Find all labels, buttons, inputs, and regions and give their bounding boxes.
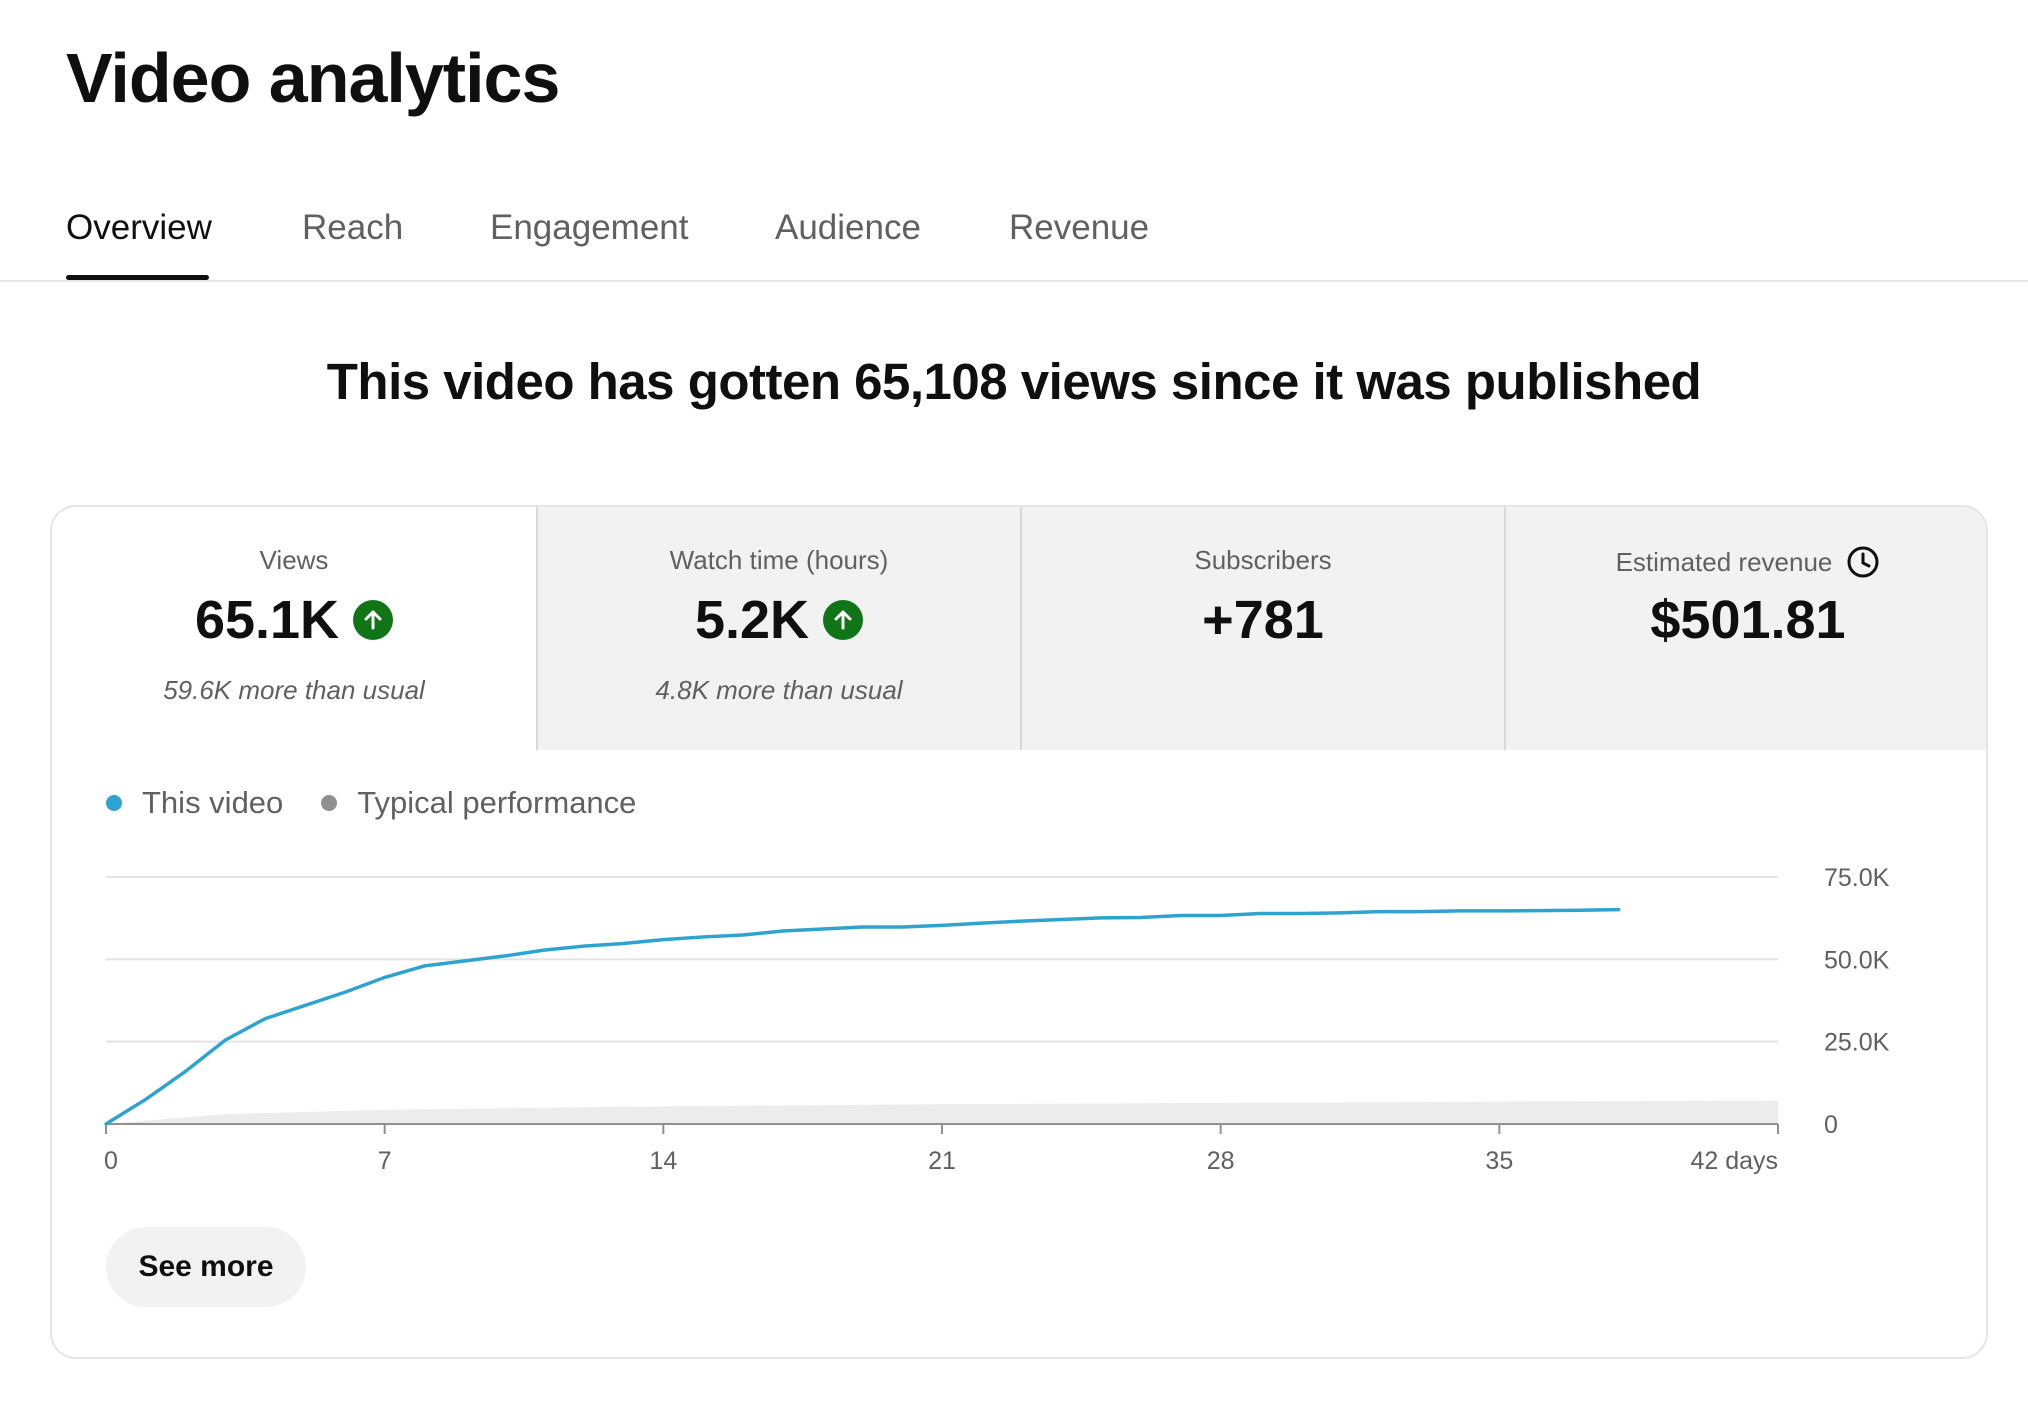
metric-label-row: Estimated revenue xyxy=(1506,545,1986,579)
legend-item-this-video: This video xyxy=(106,785,283,821)
tab-revenue[interactable]: Revenue xyxy=(1009,208,1150,247)
x-tick-label: 7 xyxy=(378,1147,392,1175)
metric-value: +781 xyxy=(1202,590,1324,650)
typical-performance-band xyxy=(106,1100,1778,1124)
series-line-this-video xyxy=(104,907,1621,1126)
active-tab-indicator xyxy=(66,275,209,280)
see-more-button[interactable]: See more xyxy=(106,1227,306,1307)
legend-item-typical: Typical performance xyxy=(321,785,636,821)
x-tick-label: 35 xyxy=(1485,1147,1513,1175)
metric-tabs: Views 65.1K 59.6K more than usual Watch … xyxy=(52,507,1986,750)
y-tick-label: 0 xyxy=(1824,1111,1838,1139)
metric-label: Estimated revenue xyxy=(1615,546,1833,577)
x-tick-label: 14 xyxy=(649,1147,677,1175)
overview-card: Views 65.1K 59.6K more than usual Watch … xyxy=(50,505,1988,1359)
metric-comparison: 4.8K more than usual xyxy=(655,675,903,705)
tab-engagement[interactable]: Engagement xyxy=(490,208,689,247)
metric-tab-watch-time[interactable]: Watch time (hours) 5.2K 4.8K more than u… xyxy=(536,507,1020,750)
y-tick-label: 25.0K xyxy=(1824,1029,1890,1057)
x-tick-label: 21 xyxy=(928,1147,956,1175)
views-line-chart: 0 25.0K 50.0K 75.0K 0 7 14 21 28 35 42 days xyxy=(104,864,1890,1175)
metric-value-row: +781 xyxy=(1022,589,1504,651)
metric-value: $501.81 xyxy=(1650,590,1846,650)
x-tick-label: 28 xyxy=(1207,1147,1235,1175)
legend-label: Typical performance xyxy=(357,785,637,820)
metric-tab-subscribers[interactable]: Subscribers +781 xyxy=(1020,507,1504,750)
metric-label: Views xyxy=(259,545,329,575)
metric-value-row: $501.81 xyxy=(1506,589,1986,651)
tab-reach[interactable]: Reach xyxy=(302,208,404,247)
metric-tab-estimated-revenue[interactable]: Estimated revenue $501.81 xyxy=(1504,507,1986,750)
chart-legend: This video Typical performance xyxy=(106,785,674,821)
tab-bar: Overview Reach Engagement Audience Reven… xyxy=(0,196,2028,282)
tab-audience[interactable]: Audience xyxy=(775,208,921,247)
y-tick-label: 50.0K xyxy=(1824,946,1890,974)
metric-value-row: 5.2K xyxy=(538,589,1020,651)
metric-value: 65.1K xyxy=(194,590,340,650)
legend-label: This video xyxy=(142,785,284,820)
metric-comparison: 59.6K more than usual xyxy=(163,675,425,705)
metric-value: 5.2K xyxy=(694,590,810,650)
y-tick-label: 75.0K xyxy=(1824,864,1890,892)
legend-dot-icon xyxy=(106,795,122,811)
legend-dot-icon xyxy=(321,795,338,811)
arrow-up-icon xyxy=(823,600,864,640)
arrow-up-icon xyxy=(353,600,394,640)
x-tick-label: 0 xyxy=(104,1147,118,1175)
metric-label: Watch time (hours) xyxy=(669,545,889,575)
views-headline: This video has gotten 65,108 views since… xyxy=(326,353,1702,410)
clock-icon[interactable] xyxy=(1846,545,1880,579)
metric-value-row: 65.1K xyxy=(52,589,536,651)
metric-label: Subscribers xyxy=(1194,545,1332,575)
metric-tab-views[interactable]: Views 65.1K 59.6K more than usual xyxy=(52,507,536,750)
tab-overview[interactable]: Overview xyxy=(66,208,212,247)
x-tick-label: 42 days xyxy=(1690,1147,1778,1175)
page-title: Video analytics xyxy=(66,39,560,117)
